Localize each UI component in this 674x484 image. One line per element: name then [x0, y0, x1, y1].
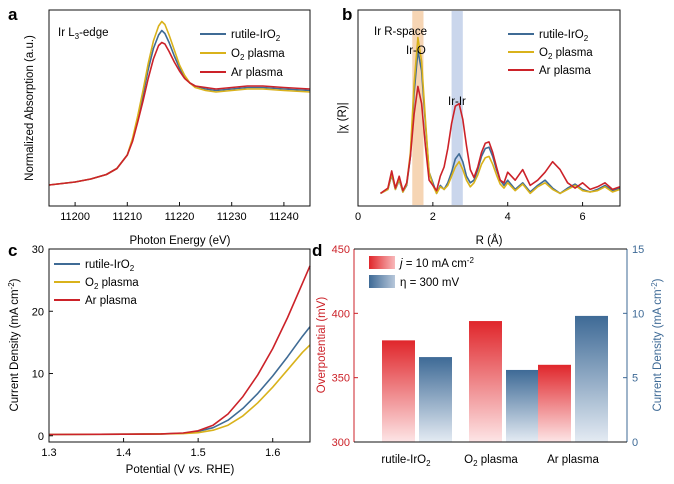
legend-label-ar: Ar plasma [85, 295, 137, 307]
panel-a-ylabel: Normalized Absorption (a.u.) [24, 35, 36, 181]
panel-c-legend: rutile-IrO2 O2 plasma Ar plasma [54, 259, 139, 307]
panel-b-legend: rutile-IrO2 O2 plasma Ar plasma [508, 29, 593, 77]
legend-label-o2: O2 plasma [539, 47, 593, 61]
y-right-tick-label: 10 [632, 308, 644, 320]
legend-label-o2: O2 plasma [231, 48, 285, 62]
legend-label-ar: Ar plasma [539, 65, 591, 77]
series-line-rutile-iro2 [48, 326, 311, 436]
y-left-tick-label: 400 [332, 308, 350, 320]
panel-c: c 1.3 1.4 1.5 1.6 0 10 20 30 rutile-IrO2 O2 pla… [7, 241, 311, 476]
y-right-tick-label: 0 [632, 437, 638, 449]
bar-j-10-ma-cm-2-o2-plasma [469, 321, 502, 442]
panel-a-letter: a [8, 5, 18, 24]
y-right-tick-label: 15 [632, 244, 644, 256]
x-tick-label: 0 [355, 211, 361, 223]
panel-d-ylabel-right: Current Density (mA cm-2) [650, 278, 664, 411]
y-right-tick-label: 5 [632, 373, 638, 385]
legend-label-ar: Ar plasma [231, 67, 283, 79]
panel-b-space-label: Ir R-space [374, 26, 427, 38]
panel-d-legend: j = 10 mA cm-2 η = 300 mV [369, 256, 474, 289]
category-label-rutile-iro2: rutile-IrO2 [381, 454, 431, 468]
y-tick-label: 0 [38, 431, 44, 443]
panel-d-letter: d [312, 241, 322, 260]
bar-300-mv-rutile-iro2 [419, 357, 452, 442]
panel-a-legend: rutile-IrO2 O2 plasma Ar plasma [200, 29, 285, 79]
panel-c-plot: 1.3 1.4 1.5 1.6 0 10 20 30 [32, 244, 311, 459]
legend-label-rutile: rutile-IrO2 [85, 259, 135, 273]
series-line-ar-plasma [48, 265, 311, 436]
peak-label-ir-o: Ir-O [406, 45, 426, 57]
legend-swatch-j [369, 256, 395, 269]
panel-a: a 11200 11210 11220 11230 11240 Ir L3-edge r… [8, 5, 311, 247]
peak-label-ir-ir: Ir-Ir [448, 96, 466, 108]
band-ir-ir [451, 11, 463, 205]
x-tick-label: 4 [505, 211, 511, 223]
legend-swatch-eta [369, 275, 395, 288]
legend-label-rutile: rutile-IrO2 [231, 29, 281, 43]
panel-b-frame [357, 9, 621, 207]
x-tick-label: 11200 [60, 211, 90, 223]
legend-label-o2: O2 plasma [85, 277, 139, 291]
x-tick-label: 2 [430, 211, 436, 223]
panel-b-ylabel: |χ (R)| [337, 102, 349, 133]
panel-d-ylabel-left: Overpotential (mV) [316, 297, 328, 394]
panel-c-letter: c [8, 241, 17, 260]
x-tick-label: 11220 [165, 211, 195, 223]
series-line-o2-plasma [48, 344, 311, 436]
x-tick-label: 6 [580, 211, 586, 223]
series-line-ar-plasma [380, 85, 621, 195]
y-tick-label: 10 [32, 369, 44, 381]
bar-j-10-ma-cm-2-rutile-iro2 [382, 340, 415, 442]
legend-label-eta: η = 300 mV [400, 277, 459, 289]
bar-300-mv-ar-plasma [575, 315, 608, 442]
y-tick-label: 20 [32, 306, 44, 318]
series-line-ar-plasma [48, 41, 311, 186]
y-left-tick-label: 350 [332, 373, 350, 385]
panel-a-plot: 11200 11210 11220 11230 11240 [48, 20, 311, 223]
y-left-tick-label: 450 [332, 244, 350, 256]
panel-c-xlabel: Potential (V vs. RHE) [126, 464, 235, 476]
y-tick-label: 30 [32, 244, 44, 256]
panel-b-letter: b [342, 5, 352, 24]
panel-c-ylabel: Current Density (mA cm-2) [7, 278, 21, 411]
series-line-o2-plasma [380, 36, 621, 195]
bar-300-mv-o2-plasma [506, 369, 539, 442]
legend-label-j: j = 10 mA cm-2 [398, 256, 474, 270]
legend-label-rutile: rutile-IrO2 [539, 29, 589, 43]
category-label-ar-plasma: Ar plasma [547, 454, 599, 466]
x-tick-label: 1.3 [41, 447, 56, 459]
panel-b-xlabel: R (Å) [476, 234, 503, 247]
panel-b-plot: 0 2 4 6 [355, 11, 621, 223]
panel-c-frame [48, 248, 311, 443]
panel-a-edge-label: Ir L3-edge [58, 27, 109, 41]
panel-d-plot: rutile-IrO2 O2 plasma Ar plasma 300 350 400 45… [332, 244, 645, 468]
bar-j-10-ma-cm-2-ar-plasma [538, 364, 571, 442]
x-tick-label: 11210 [112, 211, 142, 223]
x-tick-label: 11240 [269, 211, 299, 223]
category-label-o2-plasma: O2 plasma [464, 454, 518, 468]
panel-b: b 0 2 4 6 Ir R-space Ir-O Ir-Ir rutile-IrO2… [337, 5, 621, 247]
x-tick-label: 1.4 [116, 447, 131, 459]
panel-a-frame [48, 9, 311, 207]
panel-d: d rutile-IrO2 O2 plasma Ar plasma 300 350 400… [312, 241, 664, 468]
x-tick-label: 1.5 [190, 447, 205, 459]
y-left-tick-label: 300 [332, 437, 350, 449]
band-ir-o [412, 11, 424, 205]
x-tick-label: 1.6 [265, 447, 280, 459]
x-tick-label: 11230 [217, 211, 247, 223]
series-line-o2-plasma [48, 20, 311, 186]
panel-a-xlabel: Photon Energy (eV) [129, 235, 230, 247]
